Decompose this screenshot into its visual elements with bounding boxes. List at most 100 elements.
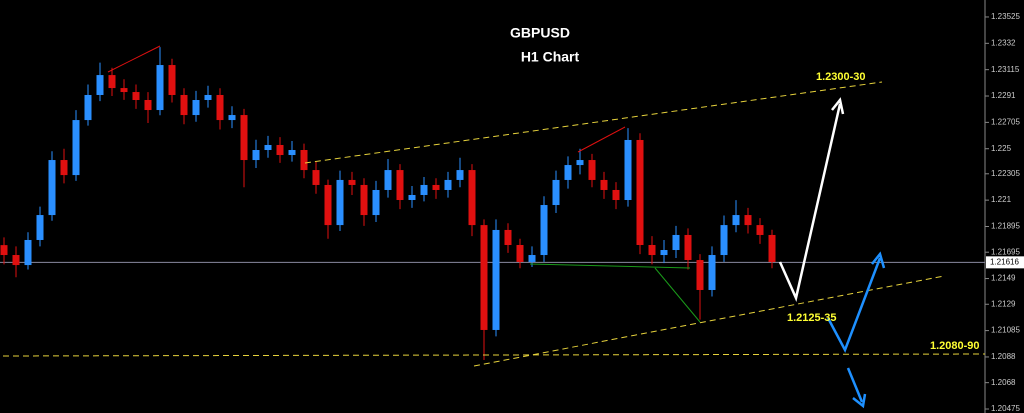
candle-body — [372, 189, 380, 216]
candle-body — [636, 139, 644, 245]
candle-body — [324, 184, 332, 226]
candle-body — [648, 244, 656, 256]
candle-body — [120, 88, 128, 93]
drawings — [2, 45, 986, 409]
y-tick-label: 1.221 — [991, 195, 1012, 204]
pattern-line — [654, 267, 701, 323]
y-tick-label: 1.2068 — [991, 378, 1016, 387]
candle-body — [576, 160, 584, 166]
annotation: 1.2300-30 — [816, 71, 866, 83]
candle-body — [24, 239, 32, 266]
candle-body — [168, 65, 176, 95]
candle-body — [312, 170, 320, 185]
candle-body — [600, 179, 608, 190]
candle-body — [204, 94, 212, 101]
candle-body — [240, 115, 248, 161]
candle-body — [468, 170, 476, 226]
pattern-line — [529, 263, 691, 269]
y-tick-label: 1.23525 — [991, 12, 1020, 21]
chart-subtitle: H1 Chart — [521, 49, 580, 65]
pattern-line — [107, 45, 161, 73]
y-tick-label: 1.2291 — [991, 91, 1016, 100]
y-tick-label: 1.2088 — [991, 352, 1016, 361]
candle-body — [276, 144, 284, 156]
candle-body — [720, 225, 728, 256]
candle-body — [660, 250, 668, 256]
y-tick-label: 1.21895 — [991, 222, 1020, 231]
candle-body — [684, 234, 692, 261]
candle-body — [84, 94, 92, 121]
candle-body — [588, 160, 596, 180]
y-tick-label: 1.21085 — [991, 326, 1020, 335]
candle-body — [504, 229, 512, 245]
y-tick-label: 1.22305 — [991, 169, 1020, 178]
y-tick-label: 1.2129 — [991, 299, 1016, 308]
candle-body — [540, 205, 548, 256]
trend-line — [304, 81, 883, 164]
candle-body — [624, 139, 632, 201]
candle-body — [264, 144, 272, 151]
candle-body — [0, 245, 8, 256]
candle-body — [420, 184, 428, 195]
candle-body — [228, 115, 236, 121]
candle-body — [516, 244, 524, 262]
candle-body — [60, 160, 68, 176]
candle-body — [432, 184, 440, 190]
y-tick-label: 1.2332 — [991, 38, 1016, 47]
current-price-box — [986, 256, 1024, 269]
candle-body — [396, 170, 404, 201]
candle-body — [612, 189, 620, 201]
candle-body — [192, 100, 200, 116]
arrow-head — [871, 251, 886, 269]
candle-body — [528, 255, 536, 262]
candle-body — [144, 100, 152, 111]
y-tick-label: 1.23115 — [991, 65, 1020, 74]
candle-body — [300, 150, 308, 171]
y-tick-label: 1.22705 — [991, 117, 1020, 126]
arrow-head — [852, 393, 867, 409]
arrow — [778, 103, 842, 302]
y-tick-label: 1.2149 — [991, 274, 1016, 283]
candle-body — [48, 160, 56, 216]
candle-body — [552, 179, 560, 206]
candle-body — [732, 215, 740, 226]
candle-body — [360, 184, 368, 216]
candle-body — [444, 179, 452, 190]
candle-body — [288, 150, 296, 156]
annotation: 1.2080-90 — [930, 340, 980, 352]
candle-body — [96, 75, 104, 95]
y-tick-label: 1.21695 — [991, 247, 1020, 256]
candle-body — [72, 120, 80, 176]
pattern-line — [577, 126, 626, 153]
current-price-label: 1.21616 — [990, 257, 1019, 266]
candle-body — [456, 170, 464, 180]
arrow — [826, 257, 882, 354]
candle-body — [696, 260, 704, 290]
candle-body — [756, 225, 764, 235]
chart-title: GBPUSD — [510, 25, 570, 41]
annotation: 1.2125-35 — [787, 312, 837, 324]
candle-body — [36, 215, 44, 240]
support-line — [2, 353, 986, 357]
arrow — [846, 367, 864, 403]
candle-body — [672, 234, 680, 251]
candle-body — [132, 92, 140, 101]
candle-body — [492, 229, 500, 330]
candle-body — [252, 150, 260, 161]
candle-body — [336, 179, 344, 226]
y-tick-label: 1.20475 — [991, 404, 1020, 413]
candle-body — [180, 94, 188, 116]
candle-body — [564, 165, 572, 180]
candle-body — [12, 255, 20, 266]
y-tick-label: 1.225 — [991, 144, 1012, 153]
candle-body — [108, 75, 116, 89]
candle-body — [408, 194, 416, 201]
candle-body — [768, 234, 776, 262]
candle-body — [216, 94, 224, 121]
candle-body — [744, 215, 752, 226]
candle-body — [384, 170, 392, 190]
candle-body — [708, 255, 716, 290]
arrow-head — [831, 97, 845, 115]
